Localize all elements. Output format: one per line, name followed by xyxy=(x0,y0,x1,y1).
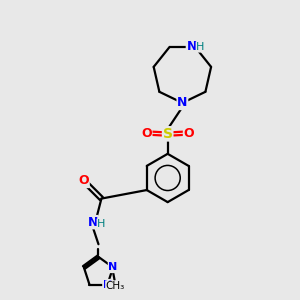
Text: O: O xyxy=(184,127,194,140)
Text: O: O xyxy=(141,127,152,140)
Text: N: N xyxy=(103,280,112,290)
Text: CH₃: CH₃ xyxy=(106,281,125,291)
Text: N: N xyxy=(87,216,98,229)
Text: H: H xyxy=(97,219,106,229)
Text: N: N xyxy=(108,262,118,272)
Text: N: N xyxy=(186,40,197,53)
Text: S: S xyxy=(163,127,173,141)
Text: O: O xyxy=(78,174,89,188)
Text: N: N xyxy=(177,96,188,110)
Text: H: H xyxy=(196,42,205,52)
